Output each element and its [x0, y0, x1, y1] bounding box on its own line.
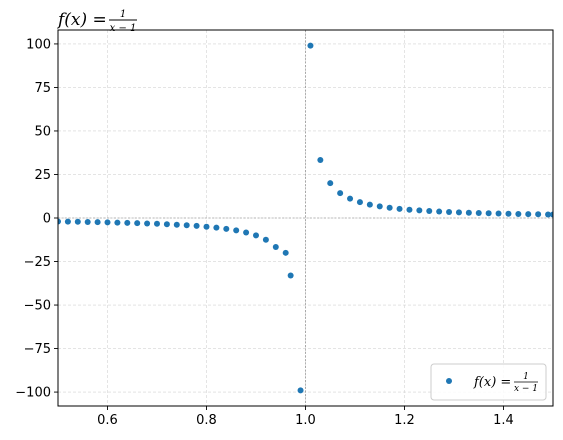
y-tick-label: 25	[34, 168, 51, 183]
data-point	[426, 208, 433, 215]
legend-marker	[446, 378, 452, 384]
data-point	[317, 157, 324, 164]
data-point	[124, 219, 131, 226]
data-point	[376, 203, 383, 210]
data-point	[104, 219, 111, 226]
data-point	[475, 210, 482, 217]
data-point	[183, 222, 190, 229]
data-point	[297, 387, 304, 394]
y-tick-label: −75	[24, 342, 51, 357]
data-point	[347, 195, 354, 202]
legend-lhs: f(x) =	[473, 375, 511, 390]
data-point	[243, 229, 250, 236]
data-point	[163, 221, 170, 228]
data-point	[406, 206, 413, 213]
x-tick-label: 0.8	[196, 413, 217, 428]
scatter-points	[58, 42, 553, 394]
data-point	[396, 205, 403, 212]
legend: f(x) = 1 x − 1	[430, 363, 547, 401]
legend-numerator: 1	[523, 372, 529, 382]
data-point	[287, 272, 294, 279]
data-point	[223, 225, 230, 232]
data-point	[455, 209, 462, 216]
data-point	[193, 222, 200, 229]
data-point	[505, 210, 512, 217]
data-point	[525, 211, 532, 218]
data-point	[307, 42, 314, 49]
data-point	[386, 204, 393, 211]
chart-title: f(x) = 1 x − 1	[56, 9, 137, 34]
data-point	[436, 208, 443, 215]
y-tick-label: −50	[24, 299, 51, 314]
data-point	[262, 236, 269, 243]
title-lhs: f(x) =	[56, 10, 107, 30]
x-axis-ticks: 0.6 0.8 1.0 1.2 1.4	[97, 406, 514, 428]
y-tick-label: 100	[26, 37, 51, 52]
data-point	[203, 223, 210, 230]
x-tick-label: 1.0	[295, 413, 316, 428]
legend-denominator: x − 1	[514, 384, 538, 394]
data-point	[154, 220, 160, 227]
x-tick-label: 1.2	[394, 413, 415, 428]
x-tick-label: 1.4	[493, 413, 514, 428]
data-point	[114, 219, 121, 226]
data-point	[535, 211, 542, 218]
data-point	[253, 232, 259, 239]
data-point	[465, 209, 472, 216]
data-point	[446, 208, 453, 215]
data-point	[366, 201, 373, 208]
data-point	[64, 218, 71, 225]
data-point	[84, 218, 91, 225]
data-point	[233, 227, 240, 234]
data-point	[282, 249, 289, 256]
data-point	[356, 199, 363, 206]
y-tick-label: 0	[43, 212, 51, 227]
title-denominator: x − 1	[110, 23, 137, 34]
legend-box	[430, 363, 547, 401]
data-point	[545, 211, 552, 218]
data-point	[134, 220, 141, 227]
title-numerator: 1	[120, 9, 126, 20]
y-tick-label: 50	[34, 124, 51, 139]
data-point	[94, 219, 101, 226]
data-point	[144, 220, 151, 227]
y-tick-label: −100	[15, 386, 51, 401]
data-point	[337, 190, 344, 197]
y-axis-ticks: −100 −75 −50 −25 0 25 50 75 100	[15, 37, 58, 401]
y-tick-label: −25	[24, 255, 51, 270]
data-point	[327, 180, 334, 187]
data-point	[515, 210, 522, 217]
y-tick-label: 75	[34, 81, 51, 96]
reference-lines	[58, 30, 553, 406]
data-point	[213, 224, 220, 231]
x-tick-label: 0.6	[97, 413, 118, 428]
data-point	[495, 210, 502, 217]
data-point	[550, 211, 553, 218]
data-point	[272, 244, 279, 251]
data-point	[74, 218, 81, 225]
data-point	[173, 221, 180, 228]
data-point	[58, 218, 61, 225]
data-point	[485, 210, 492, 217]
data-point	[416, 207, 423, 214]
